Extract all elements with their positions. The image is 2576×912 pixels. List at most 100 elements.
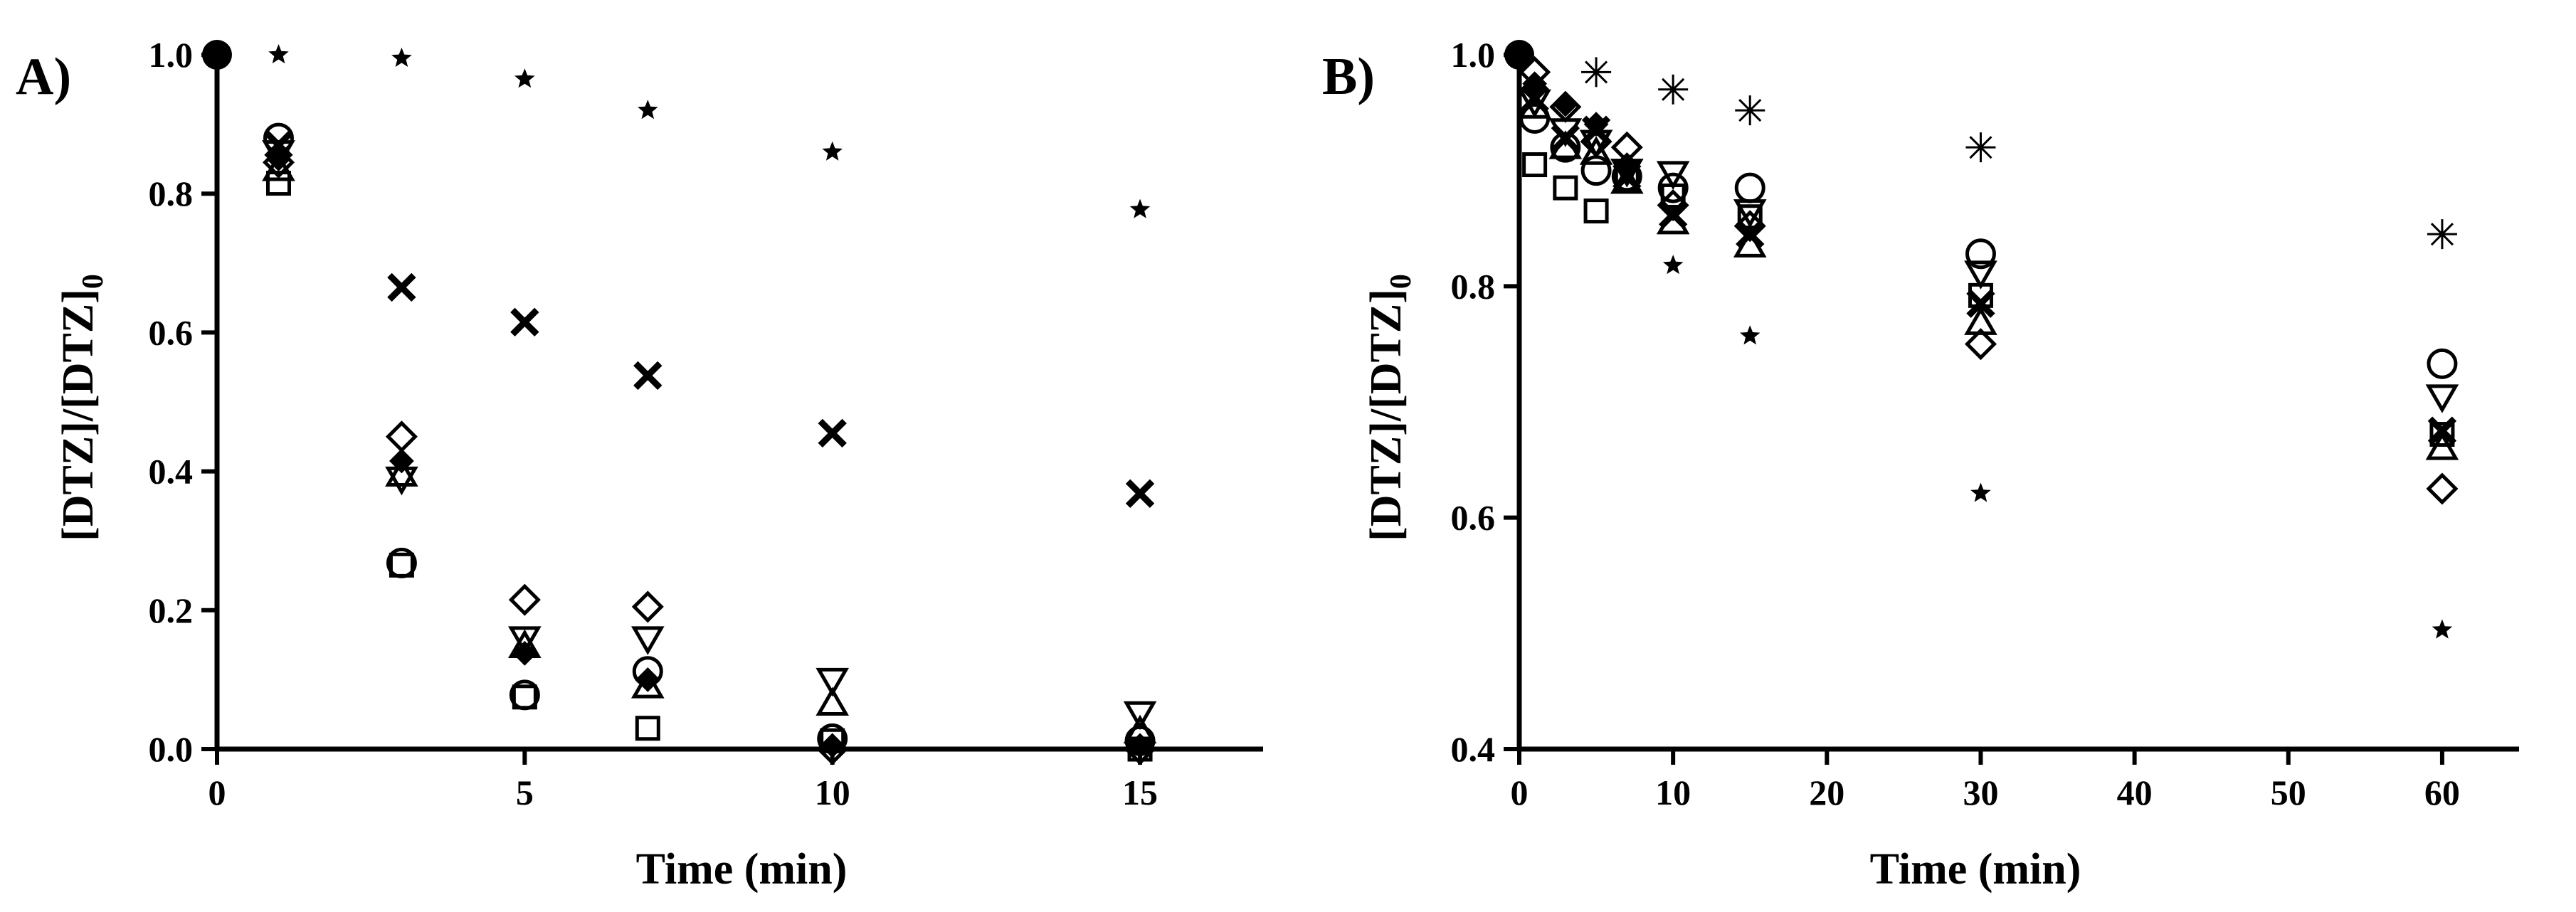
panel-a-y-tick-label: 0.8 [149, 174, 194, 213]
panel-a-x-tick-label: 10 [815, 773, 850, 812]
panel-a-point-diamond [631, 590, 664, 623]
panel-b-point-filled-diamond [1583, 112, 1609, 137]
panel-a-axes [214, 55, 1263, 752]
panel-a-x-tick-label: 0 [208, 773, 226, 812]
panel-a-point-triangle-down [630, 626, 665, 655]
panel-a-point-x [1125, 479, 1155, 509]
panel-b-axes [1516, 55, 2519, 752]
panel-b-point-square [2429, 422, 2455, 447]
panel-b-y-tick-label: 1.0 [1451, 35, 1496, 75]
panel-b-point-x [1658, 200, 1688, 229]
panel-a: A) 0 5 10 15 0.0 0.2 0.4 0.6 0.8 1.0 Time (min) [… [16, 35, 1263, 894]
panel-b-ticks: 0 10 20 30 40 50 60 0.4 0.6 0.8 1.0 [1451, 35, 2460, 812]
panel-b-y-axis-title: [DTZ]/[DTZ]0 [1362, 274, 1418, 541]
panel-b-point-asterisk [2427, 219, 2457, 250]
panel-b-point-x [1520, 84, 1549, 113]
panel-b-x-tick-label: 0 [1511, 773, 1529, 812]
panel-b: B) 0 10 20 30 40 50 600.40.60.81.0 Time (min) … [1322, 35, 2519, 894]
panel-a-point-filled-diamond [820, 733, 845, 758]
panel-b-y-tick-label: 0.4 [1451, 729, 1496, 769]
panel-b-y-tick-label: 0.8 [1451, 266, 1496, 306]
panel-b-point-x [1736, 219, 1765, 249]
panel-a-point-triangle-up [815, 686, 850, 716]
panel-a-y-tick-label: 0.2 [149, 590, 194, 630]
panel-b-point-circle [1657, 172, 1689, 203]
panel-a-point-diamond [385, 420, 418, 453]
panel-a-point-filled-diamond [389, 448, 414, 474]
panel-b-point-filled-diamond [1522, 71, 1548, 97]
panel-a-point-square [265, 171, 291, 196]
panel-b-point-triangle-up [2425, 431, 2459, 460]
panel-b-point-circle [1965, 238, 1996, 270]
panel-a-label: A) [16, 48, 71, 106]
panel-b-point-square [1583, 198, 1609, 224]
panel-a-point-star [1129, 198, 1151, 218]
panel-b-markers [1504, 40, 2459, 639]
panel-b-y-title-subscript: 0 [1385, 274, 1418, 289]
panel-b-point-square [1522, 152, 1548, 178]
panel-a-point-diamond [508, 583, 541, 616]
panel-a-y-tick-label: 0.0 [149, 729, 194, 769]
panel-a-point-star [268, 44, 289, 64]
panel-b-point-triangle-down [1964, 260, 1997, 290]
panel-b-point-circle [1734, 172, 1765, 203]
panel-a-point-star [514, 68, 535, 88]
panel-a-point-star [822, 141, 843, 161]
panel-a-y-tick-label: 0.6 [149, 312, 194, 352]
panel-b-y-title-main: [DTZ]/[DTZ] [1362, 289, 1410, 541]
panel-a-x-tick-label: 5 [516, 773, 534, 812]
panel-b-point-initial [1504, 40, 1534, 70]
panel-b-x-tick-label: 40 [2117, 773, 2153, 812]
panel-b-x-tick-label: 30 [1963, 773, 1998, 812]
panel-b-point-star [1740, 325, 1761, 345]
panel-b-point-asterisk [1658, 74, 1689, 105]
panel-a-point-filled-diamond [1127, 733, 1153, 758]
panel-a-ticks: 0 5 10 15 0.0 0.2 0.4 0.6 0.8 1.0 [149, 35, 1158, 812]
panel-a-point-x [633, 361, 663, 391]
panel-a-point-square [635, 716, 660, 741]
panel-a-x-axis-title: Time (min) [636, 845, 848, 894]
panel-b-point-circle [1580, 155, 1612, 186]
panel-a-point-triangle-up [262, 152, 295, 181]
panel-b-x-tick-label: 20 [1809, 773, 1844, 812]
panel-b-point-x [2427, 416, 2457, 445]
panel-b-point-circle [2427, 348, 2458, 379]
panel-b-point-triangle-up [1964, 306, 1997, 335]
panel-a-point-star [391, 47, 412, 67]
panel-b-point-star [1662, 255, 1684, 275]
panel-a-point-filled-diamond [635, 667, 660, 692]
panel-a-point-triangle-up [385, 457, 418, 487]
panel-b-point-triangle-down [2425, 384, 2459, 413]
panel-b-point-star [1970, 482, 1991, 502]
panel-a-y-axis-title: [DTZ]/[DTZ]0 [54, 274, 110, 541]
panel-a-point-star [638, 100, 658, 120]
panel-a-point-filled-diamond [512, 640, 537, 666]
panel-b-point-x [1551, 123, 1580, 153]
panel-b-point-diamond [2426, 472, 2459, 505]
panel-b-point-star [2432, 619, 2453, 639]
panel-a-y-tick-label: 1.0 [149, 35, 194, 75]
panel-b-x-tick-label: 50 [2271, 773, 2306, 812]
panel-b-point-filled-diamond [1614, 152, 1640, 177]
panel-b-point-square [1553, 175, 1578, 201]
panel-a-point-initial [202, 40, 232, 70]
panel-b-y-tick-label: 0.6 [1451, 498, 1496, 538]
panel-b-point-diamond [1964, 328, 1997, 361]
panel-b-point-filled-diamond [1553, 92, 1578, 117]
panel-a-point-x [387, 272, 416, 302]
panel-a-y-title-subscript: 0 [77, 274, 110, 289]
panel-b-x-tick-label: 60 [2424, 773, 2460, 812]
panel-b-point-x [1966, 289, 1995, 318]
panel-b-point-triangle-up [1579, 136, 1613, 165]
panel-a-point-triangle-down [1123, 701, 1157, 731]
panel-b-point-asterisk [1965, 132, 1996, 163]
panel-a-point-triangle-down [815, 667, 850, 697]
panel-a-point-triangle-down [508, 626, 542, 655]
panel-a-point-square [512, 684, 537, 710]
panel-a-x-tick-label: 15 [1122, 773, 1158, 812]
panel-a-point-x [818, 418, 847, 448]
panel-b-x-tick-label: 10 [1655, 773, 1691, 812]
panel-a-markers [202, 40, 1157, 765]
panel-a-y-title-main: [DTZ]/[DTZ] [54, 289, 102, 541]
